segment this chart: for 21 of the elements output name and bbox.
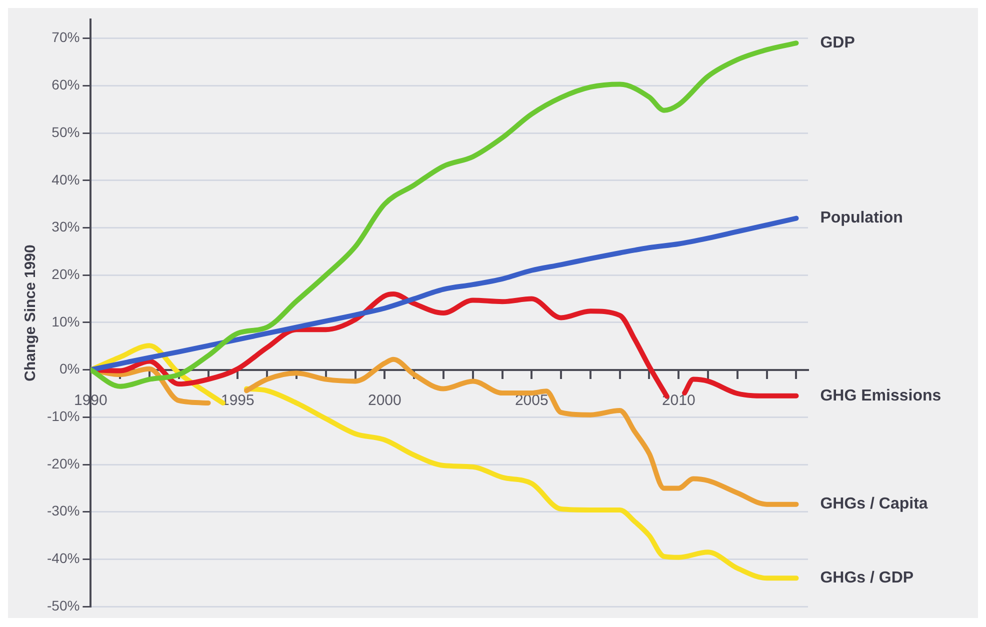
y-tick-label: -20%: [46, 455, 80, 472]
y-axis-title: Change Since 1990: [22, 244, 40, 382]
y-tick-label: -40%: [46, 550, 80, 566]
y-tick-label: 20%: [52, 266, 80, 282]
series-label: GDP: [820, 34, 856, 52]
x-tick-label: 1995: [220, 392, 254, 409]
y-tick-label: 40%: [52, 171, 80, 188]
series-label: GHGs / Capita: [820, 496, 928, 513]
y-tick-label: 0%: [59, 360, 80, 377]
y-tick-label: -30%: [46, 502, 80, 519]
series-label: GHG Emissions: [820, 387, 942, 404]
y-tick-label: -10%: [46, 408, 80, 424]
x-tick-label: 2000: [368, 392, 402, 409]
y-tick-label: 70%: [52, 29, 80, 46]
series-label: Population: [820, 210, 903, 227]
y-tick-label: 50%: [52, 124, 80, 140]
series-label: GHGs / GDP: [820, 570, 914, 587]
y-tick-label: -50%: [46, 597, 80, 614]
y-tick-label: 10%: [52, 313, 80, 330]
y-tick-label: 30%: [52, 218, 80, 235]
y-tick-label: 60%: [52, 76, 80, 93]
